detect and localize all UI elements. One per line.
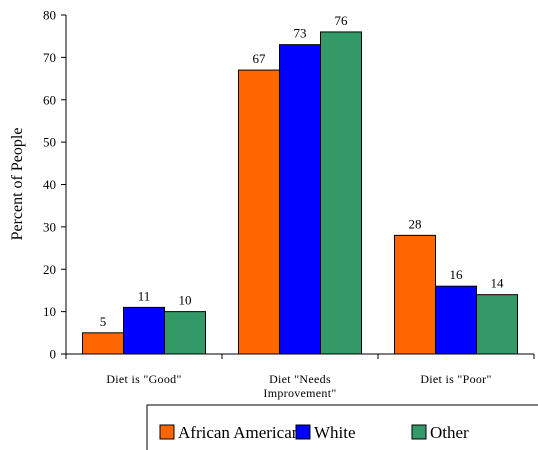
data-label: 10	[179, 293, 192, 308]
legend-entry: African American	[178, 423, 301, 442]
y-tick-label: 10	[43, 304, 56, 319]
category-label: Improvement"	[263, 386, 336, 400]
legend-swatch	[159, 424, 175, 440]
y-tick-label: 70	[43, 50, 56, 65]
category-label: Diet is "Good"	[106, 372, 181, 386]
data-label: 73	[294, 26, 307, 41]
category-label: Diet is "Poor"	[420, 372, 491, 386]
y-tick-label: 0	[50, 347, 57, 362]
y-tick-label: 30	[43, 219, 56, 234]
bar	[394, 234, 436, 355]
y-tick-label: 60	[43, 92, 56, 107]
data-label: 14	[491, 276, 505, 291]
legend-swatch	[295, 424, 311, 440]
bar	[320, 31, 362, 355]
legend: African American White Other	[146, 404, 538, 450]
bar	[238, 69, 280, 355]
bars-group	[82, 31, 518, 355]
data-label: 16	[450, 267, 464, 282]
bar	[476, 294, 518, 355]
y-ticks-group: 0 10 20 30 40 50 60 70 80	[43, 8, 66, 362]
bar	[123, 306, 165, 355]
y-tick-label: 20	[43, 262, 56, 277]
y-tick-label: 40	[43, 177, 56, 192]
data-labels-group: 5 11 10 67 73 76 28 16 14	[100, 13, 504, 329]
category-label: Diet "Needs	[269, 372, 331, 386]
y-tick-label: 50	[43, 135, 56, 150]
data-label: 28	[409, 216, 422, 231]
bar	[164, 311, 206, 355]
y-tick-label: 80	[43, 8, 56, 23]
bar	[82, 332, 124, 355]
legend-entry: Other	[430, 423, 469, 442]
legend-entry: White	[314, 423, 356, 442]
data-label: 5	[100, 314, 107, 329]
bar	[435, 285, 477, 355]
bar	[279, 44, 321, 355]
x-ticks-group	[65, 354, 535, 359]
legend-frame	[146, 404, 538, 450]
legend-swatch	[411, 424, 427, 440]
y-axis-label: Percent of People	[9, 128, 26, 241]
data-label: 76	[335, 13, 349, 28]
data-label: 11	[138, 288, 151, 303]
data-label: 67	[253, 51, 267, 66]
